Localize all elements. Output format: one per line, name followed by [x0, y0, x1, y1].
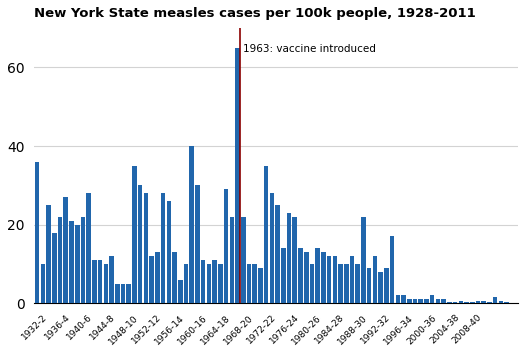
Bar	[138, 185, 142, 303]
Bar	[46, 205, 51, 303]
Bar	[338, 264, 343, 303]
Bar	[499, 301, 503, 303]
Bar	[316, 248, 320, 303]
Bar	[350, 256, 354, 303]
Bar	[87, 193, 91, 303]
Bar	[150, 256, 154, 303]
Bar	[481, 301, 486, 303]
Bar	[321, 252, 326, 303]
Bar	[253, 264, 257, 303]
Bar	[264, 166, 268, 303]
Bar	[52, 233, 57, 303]
Bar	[413, 299, 417, 303]
Bar	[144, 193, 148, 303]
Text: 1963: vaccine introduced: 1963: vaccine introduced	[243, 44, 376, 54]
Bar	[258, 268, 262, 303]
Bar	[292, 217, 297, 303]
Bar	[103, 264, 108, 303]
Bar	[367, 268, 372, 303]
Bar	[184, 264, 188, 303]
Bar	[132, 166, 137, 303]
Bar	[476, 301, 480, 303]
Bar	[327, 256, 331, 303]
Bar	[361, 217, 366, 303]
Bar	[207, 264, 211, 303]
Bar	[424, 299, 429, 303]
Bar	[166, 201, 171, 303]
Bar	[298, 248, 303, 303]
Bar	[92, 260, 97, 303]
Bar	[304, 252, 309, 303]
Bar	[212, 260, 217, 303]
Bar	[81, 217, 85, 303]
Bar	[373, 256, 377, 303]
Bar	[218, 264, 223, 303]
Bar	[270, 193, 274, 303]
Text: New York State measles cases per 100k people, 1928-2011: New York State measles cases per 100k pe…	[34, 7, 476, 20]
Bar	[241, 217, 246, 303]
Bar	[287, 213, 291, 303]
Bar	[64, 197, 68, 303]
Bar	[35, 162, 39, 303]
Bar	[344, 264, 349, 303]
Bar	[127, 283, 131, 303]
Bar	[355, 264, 360, 303]
Bar	[310, 264, 314, 303]
Bar	[69, 221, 74, 303]
Bar	[395, 295, 400, 303]
Bar	[275, 205, 280, 303]
Bar	[390, 237, 394, 303]
Bar	[247, 264, 251, 303]
Bar	[436, 299, 440, 303]
Bar	[58, 217, 62, 303]
Bar	[430, 295, 435, 303]
Bar	[109, 256, 114, 303]
Bar	[418, 299, 423, 303]
Bar	[401, 295, 406, 303]
Bar	[458, 301, 463, 303]
Bar	[155, 252, 160, 303]
Bar	[453, 302, 457, 303]
Bar	[384, 268, 388, 303]
Bar	[98, 260, 102, 303]
Bar	[75, 225, 79, 303]
Bar	[332, 256, 337, 303]
Bar	[115, 283, 120, 303]
Bar	[379, 272, 383, 303]
Bar	[224, 189, 228, 303]
Bar	[161, 193, 165, 303]
Bar	[493, 297, 498, 303]
Bar	[121, 283, 125, 303]
Bar	[172, 252, 177, 303]
Bar	[229, 217, 234, 303]
Bar	[487, 302, 492, 303]
Bar	[235, 48, 240, 303]
Bar	[442, 299, 446, 303]
Bar	[464, 302, 469, 303]
Bar	[40, 264, 45, 303]
Bar	[190, 146, 194, 303]
Bar	[195, 185, 200, 303]
Bar	[201, 260, 205, 303]
Bar	[178, 280, 183, 303]
Bar	[281, 248, 286, 303]
Bar	[407, 299, 412, 303]
